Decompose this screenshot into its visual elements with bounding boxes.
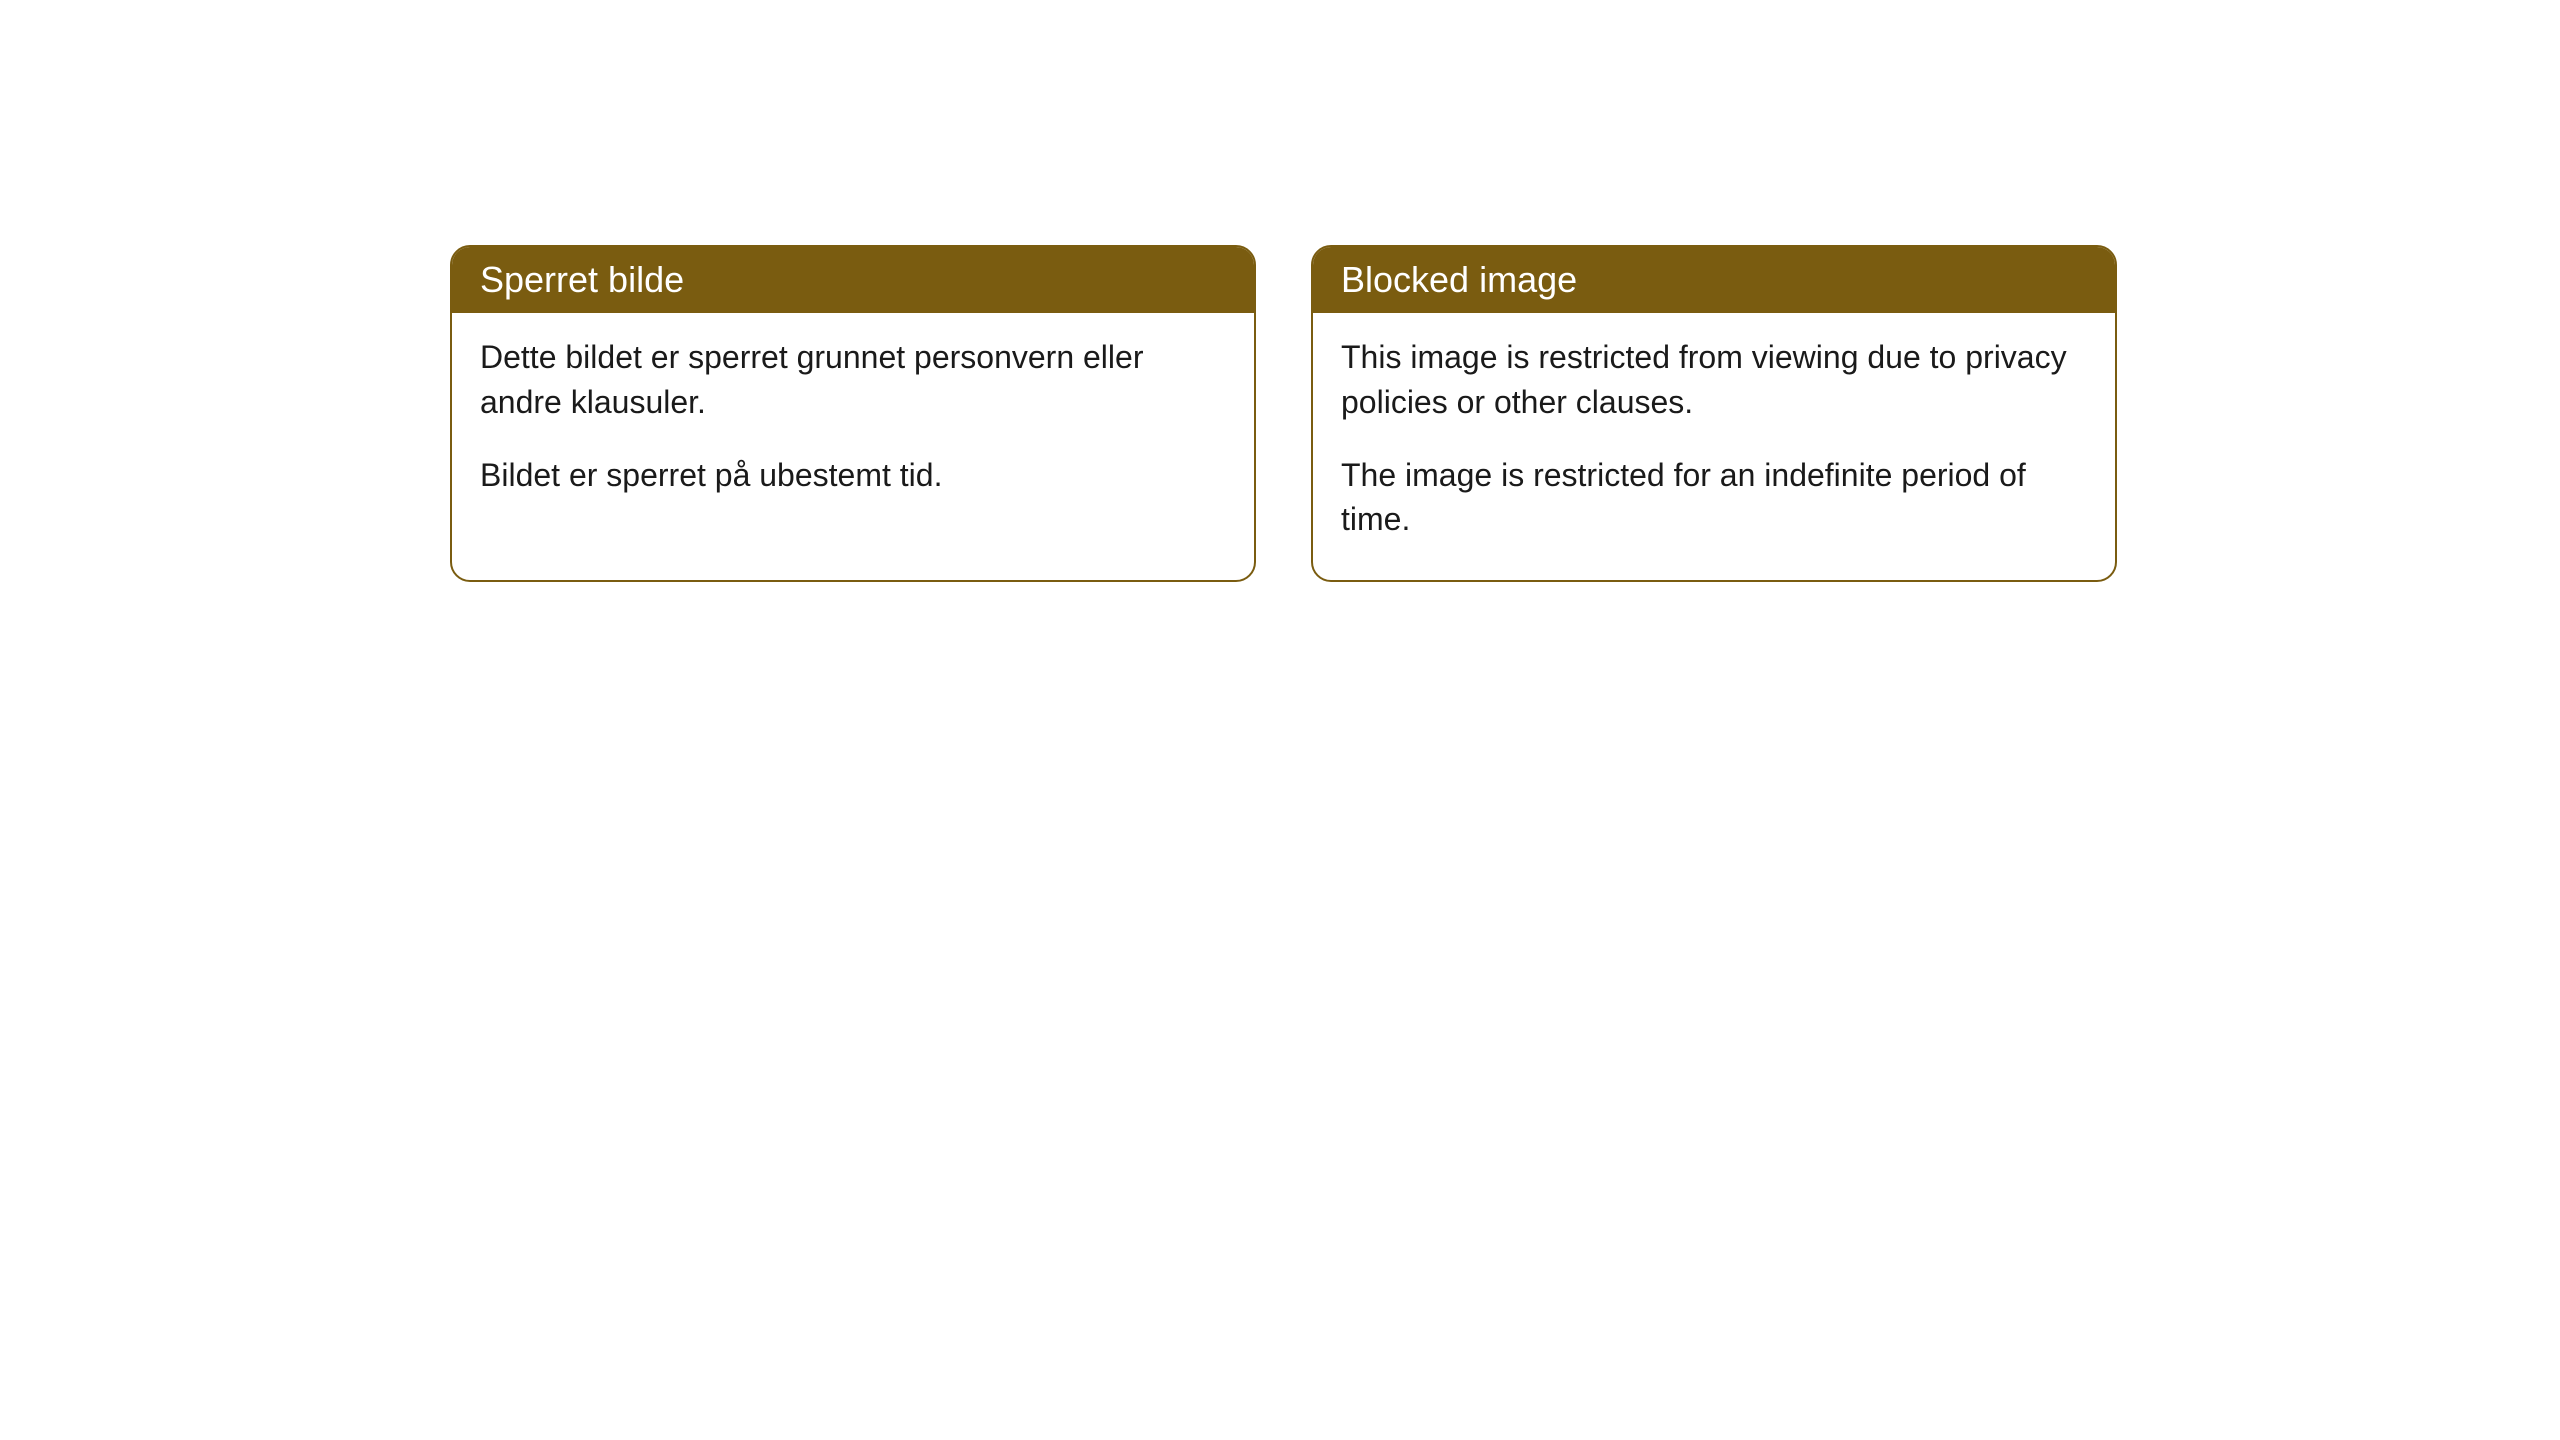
blocked-image-card-norwegian: Sperret bilde Dette bildet er sperret gr… [450,245,1256,582]
card-paragraph: The image is restricted for an indefinit… [1341,453,2087,543]
card-paragraph: Dette bildet er sperret grunnet personve… [480,335,1226,425]
card-title: Blocked image [1341,259,1577,300]
card-body: This image is restricted from viewing du… [1313,313,2115,580]
card-paragraph: This image is restricted from viewing du… [1341,335,2087,425]
card-header: Blocked image [1313,247,2115,313]
notice-cards-container: Sperret bilde Dette bildet er sperret gr… [450,245,2117,582]
card-header: Sperret bilde [452,247,1254,313]
card-paragraph: Bildet er sperret på ubestemt tid. [480,453,1226,498]
blocked-image-card-english: Blocked image This image is restricted f… [1311,245,2117,582]
card-body: Dette bildet er sperret grunnet personve… [452,313,1254,535]
card-title: Sperret bilde [480,259,684,300]
